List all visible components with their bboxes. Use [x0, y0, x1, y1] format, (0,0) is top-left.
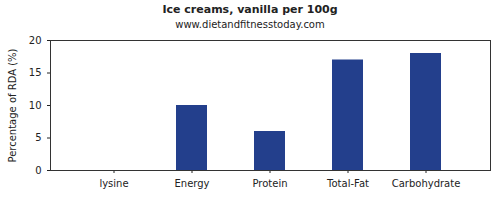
svg-text:5: 5: [35, 132, 41, 143]
html-text:Ice creams, vanilla per 100g: Ice creams, vanilla per 100g: [162, 3, 338, 16]
svg-text:10: 10: [29, 100, 42, 111]
html-text:www.dietandfitnesstoday.com: www.dietandfitnesstoday.com: [175, 19, 325, 30]
svg-text:0: 0: [35, 165, 41, 176]
svg-text:lysine: lysine: [99, 178, 128, 189]
svg-text:20: 20: [29, 35, 42, 46]
svg-text:Protein: Protein: [252, 178, 287, 189]
svg-text:Carbohydrate: Carbohydrate: [392, 178, 461, 189]
svg-text:Percentage of RDA (%): Percentage of RDA (%): [7, 48, 18, 162]
svg-text:15: 15: [29, 67, 42, 78]
svg-text:Energy: Energy: [174, 178, 209, 189]
svg-text:Total-Fat: Total-Fat: [326, 178, 369, 189]
